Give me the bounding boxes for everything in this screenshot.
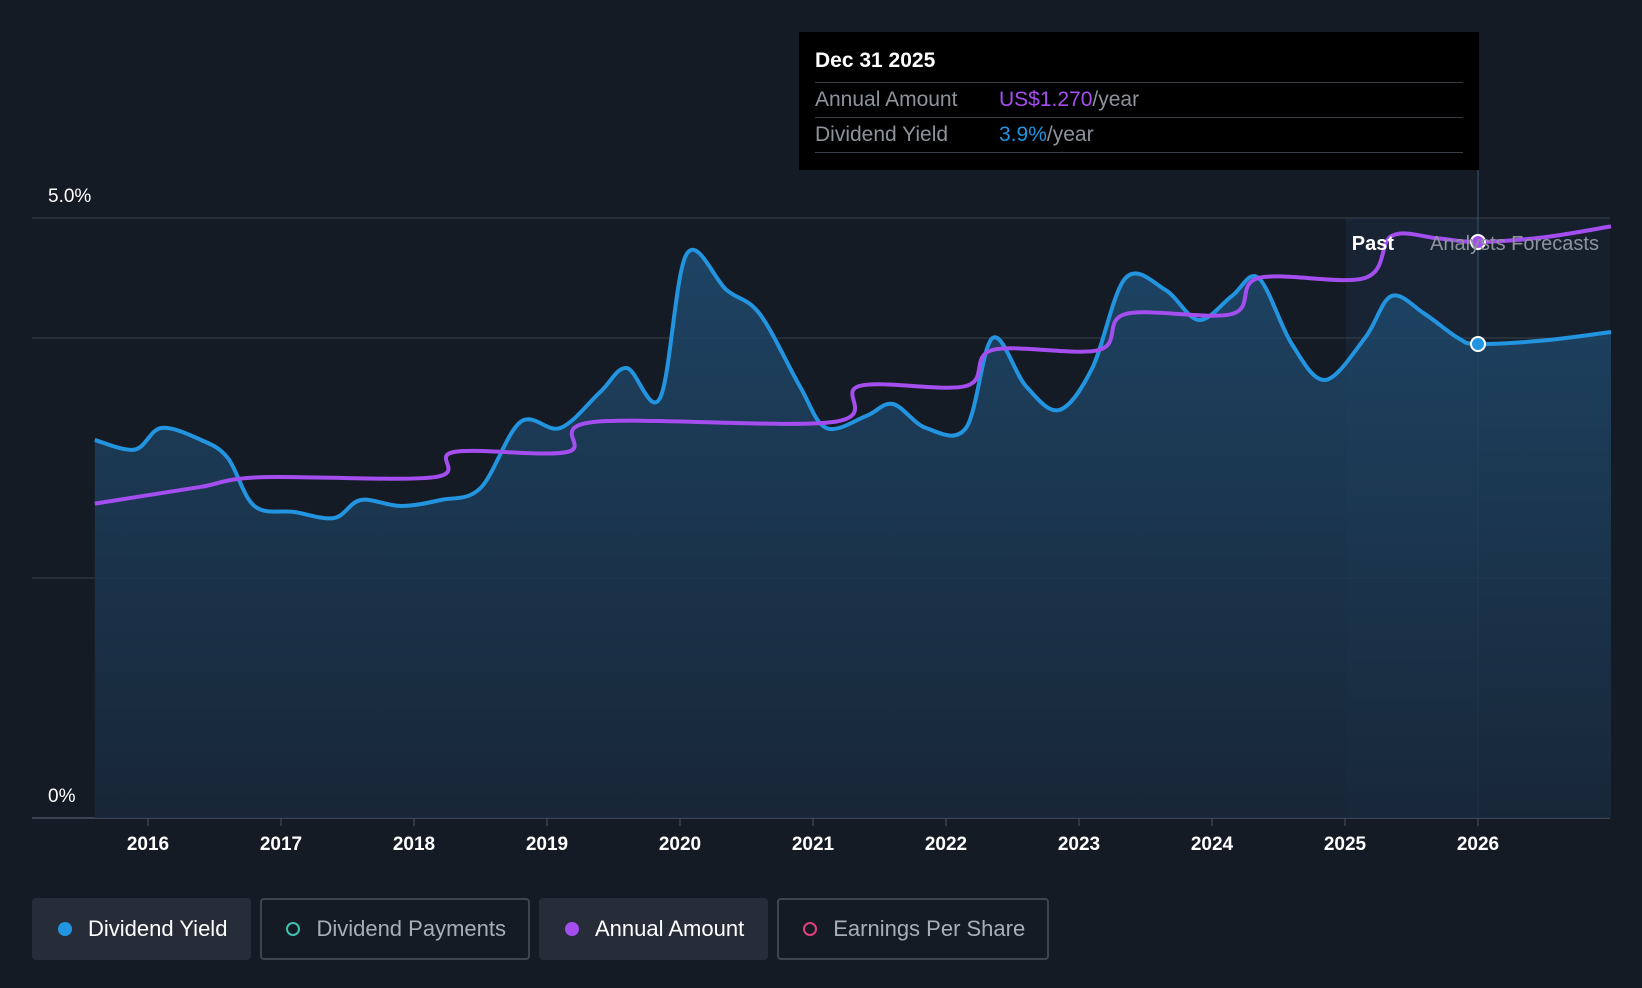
tooltip-unit: /year: [1092, 88, 1140, 111]
x-tick-label: 2017: [260, 834, 302, 855]
dividend-yield-area: [94, 249, 1611, 818]
y-tick-label: 5.0%: [48, 186, 91, 207]
x-tick-label: 2021: [792, 834, 835, 855]
x-tick-label: 2023: [1058, 834, 1100, 855]
legend-earnings-per-share-button[interactable]: Earnings Per Share: [777, 898, 1050, 960]
legend-annual-amount-button[interactable]: Annual Amount: [538, 898, 769, 960]
hollow-dot-icon: [803, 922, 818, 936]
chart-legend: Dividend Yield Dividend Payments Annual …: [32, 898, 1050, 960]
filled-dot-icon: [58, 922, 72, 936]
tooltip-unit: /year: [1046, 123, 1094, 146]
tooltip-row-annual-amount: Annual Amount US$1.270 /year: [815, 83, 1463, 118]
tooltip-value: US$1.270: [999, 88, 1093, 111]
hollow-dot-icon: [286, 922, 301, 936]
legend-label: Dividend Yield: [88, 916, 228, 941]
dividend-yield-line: [94, 247, 1612, 521]
annual-amount-marker: [1470, 234, 1486, 250]
x-tick-label: 2020: [659, 834, 701, 855]
past-label: Past: [1352, 233, 1395, 255]
legend-label: Annual Amount: [594, 916, 745, 941]
x-tick-label: 2022: [925, 834, 967, 855]
tooltip-value: 3.9%: [999, 123, 1047, 146]
annual-amount-line: [94, 224, 1612, 506]
tooltip-row-dividend-yield: Dividend Yield 3.9% /year: [815, 118, 1463, 153]
tooltip-label: Annual Amount: [815, 88, 958, 111]
legend-label: Earnings Per Share: [833, 916, 1026, 941]
legend-dividend-payments-button[interactable]: Dividend Payments: [260, 898, 530, 960]
legend-dividend-yield-button[interactable]: Dividend Yield: [32, 898, 252, 960]
x-tick-label: 2024: [1191, 834, 1234, 855]
x-tick-label: 2019: [526, 834, 568, 855]
x-tick-label: 2025: [1324, 834, 1367, 855]
x-tick-label: 2016: [127, 834, 169, 855]
y-tick-label: 0%: [48, 786, 76, 807]
filled-dot-icon: [564, 922, 579, 936]
tooltip-date: Dec 31 2025: [815, 46, 1463, 83]
chart-tooltip: Dec 31 2025 Annual Amount US$1.270 /year…: [799, 32, 1479, 170]
dividend-yield-marker: [1470, 336, 1486, 352]
legend-label: Dividend Payments: [316, 916, 506, 941]
tooltip-label: Dividend Yield: [815, 123, 949, 146]
forecast-label: Analysts Forecasts: [1430, 233, 1599, 255]
x-tick-label: 2026: [1457, 834, 1499, 855]
x-tick-label: 2018: [393, 834, 435, 855]
